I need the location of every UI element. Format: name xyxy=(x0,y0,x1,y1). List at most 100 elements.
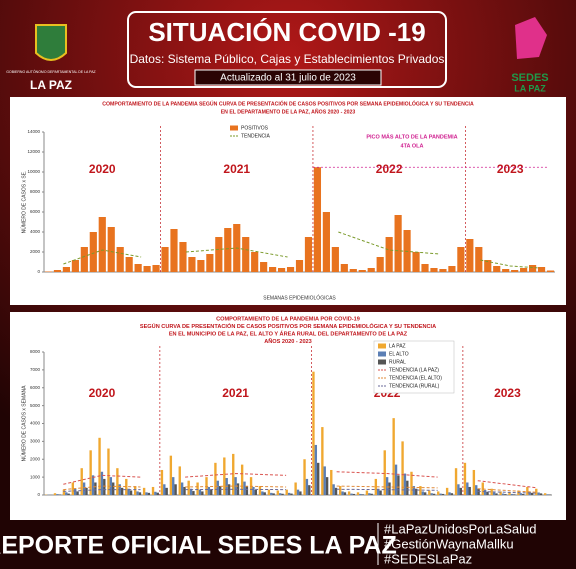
year-label: 2023 xyxy=(497,162,524,176)
legend-swatch xyxy=(378,351,386,357)
bar xyxy=(232,453,235,495)
bar xyxy=(492,492,496,495)
bar xyxy=(349,269,357,272)
bar xyxy=(245,486,249,495)
y-tick-label: 2000 xyxy=(30,456,41,461)
trend-line xyxy=(336,485,438,489)
y-tick-label: 14000 xyxy=(27,129,40,134)
y-tick-label: 4000 xyxy=(30,229,41,234)
bar xyxy=(134,486,137,495)
bar xyxy=(287,492,291,495)
chart-title: COMPORTAMIENTO DE LA PANDEMIA POR COVID-… xyxy=(216,316,360,322)
bar xyxy=(370,493,373,495)
bar xyxy=(330,469,333,495)
y-tick-label: 3000 xyxy=(30,439,41,444)
bar xyxy=(347,491,351,495)
bar xyxy=(495,493,498,495)
hashtag: #GestiónWaynaMallku xyxy=(384,536,514,551)
bar xyxy=(501,493,505,495)
bar xyxy=(71,482,75,495)
logo-left: LA PAZ xyxy=(30,78,72,92)
bar xyxy=(103,478,106,495)
bar xyxy=(198,489,202,495)
bar xyxy=(112,482,115,495)
bar xyxy=(450,493,454,495)
bar xyxy=(216,480,219,495)
bar xyxy=(272,493,275,495)
bar xyxy=(321,427,324,495)
bar xyxy=(323,466,326,495)
bar xyxy=(490,488,493,495)
bar xyxy=(151,486,155,495)
bar xyxy=(537,267,546,272)
bar xyxy=(410,471,413,495)
bar xyxy=(367,268,375,272)
bar xyxy=(466,239,474,272)
bar xyxy=(165,487,168,495)
bar xyxy=(313,167,322,272)
bar xyxy=(504,494,507,495)
bar xyxy=(116,468,119,495)
bar xyxy=(463,462,467,495)
legend-label: TENDENCIA xyxy=(241,133,271,139)
y-axis-label: NÚMERO DE CASOS x SE. xyxy=(20,171,27,234)
bar xyxy=(521,493,525,495)
bar xyxy=(385,237,393,272)
bar xyxy=(317,462,320,495)
bar xyxy=(448,492,451,495)
bar xyxy=(136,491,139,495)
bar xyxy=(74,488,77,495)
bar xyxy=(519,493,522,495)
bar xyxy=(412,252,420,272)
annotation: 4TA OLA xyxy=(401,143,424,149)
chart-title: COMPORTAMIENTO DE LA PANDEMIA SEGÚN CURV… xyxy=(102,99,474,107)
bar xyxy=(308,485,311,495)
legend-label: TENDENCIA (LA PAZ) xyxy=(389,367,439,373)
y-axis-label: NÚMERO DE CASOS x SEMANA xyxy=(20,385,27,462)
bar xyxy=(263,492,266,495)
bar xyxy=(62,489,66,495)
bar xyxy=(537,492,540,495)
bar xyxy=(535,488,538,495)
bar xyxy=(340,264,348,272)
bar xyxy=(285,489,288,495)
bar xyxy=(325,477,329,495)
trend-line xyxy=(63,474,141,485)
bar xyxy=(510,493,514,495)
bar xyxy=(441,493,445,495)
bar xyxy=(143,266,151,272)
bar xyxy=(189,488,193,495)
bar xyxy=(299,491,302,495)
bar xyxy=(350,493,353,495)
bar xyxy=(406,480,409,495)
bar xyxy=(445,487,449,495)
legend-label: POSITIVOS xyxy=(241,125,269,131)
bar xyxy=(412,486,416,495)
bar xyxy=(376,257,384,272)
trend-line xyxy=(185,473,287,478)
y-tick-label: 0 xyxy=(37,269,40,274)
bar xyxy=(71,260,79,272)
bar xyxy=(421,264,429,272)
bar xyxy=(365,490,369,495)
legend-label: TENDENCIA (EL ALTO) xyxy=(389,375,442,381)
legend-swatch xyxy=(378,343,386,349)
chart-panel xyxy=(10,97,566,305)
bar xyxy=(56,494,59,495)
bar xyxy=(100,471,104,495)
legend-label: TENDENCIA (RURAL) xyxy=(389,383,440,389)
bar xyxy=(448,266,456,272)
bar xyxy=(511,270,519,272)
trend-line xyxy=(185,485,287,488)
bar xyxy=(421,491,424,495)
trend-line xyxy=(480,259,541,269)
bar xyxy=(423,492,427,495)
bar xyxy=(76,491,79,495)
bar xyxy=(394,215,402,272)
bar xyxy=(251,252,259,272)
year-label: 2021 xyxy=(223,162,250,176)
bar xyxy=(368,493,371,495)
y-tick-label: 6000 xyxy=(30,385,41,390)
bar xyxy=(401,441,404,495)
